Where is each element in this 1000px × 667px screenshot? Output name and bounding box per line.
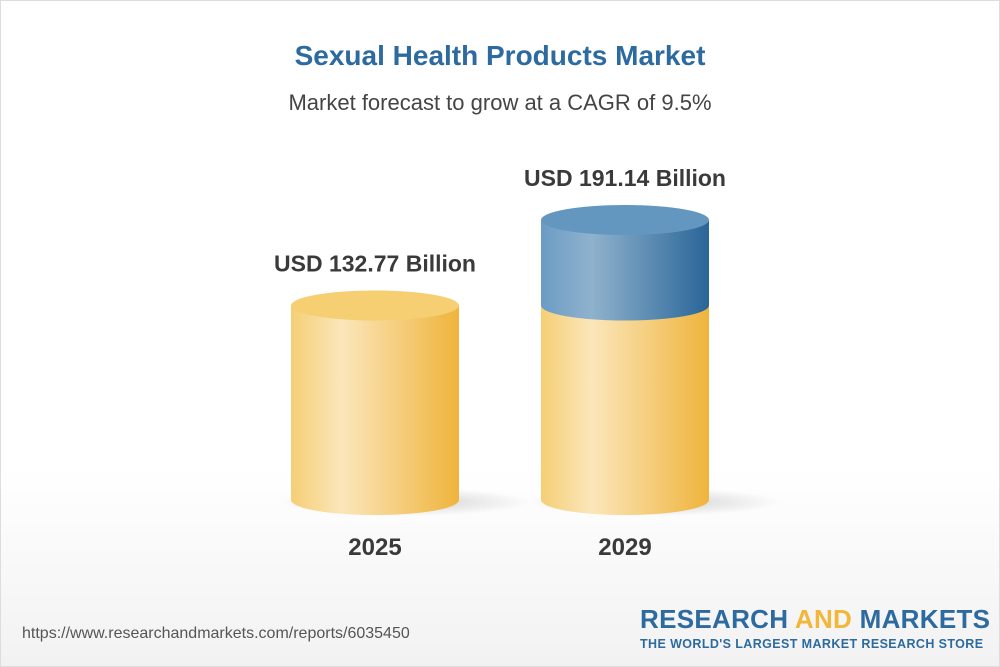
bar-growth-2029 [541, 219, 709, 321]
category-label: 2029 [598, 534, 651, 561]
bar-top-2029 [541, 204, 709, 235]
chart-subtitle: Market forecast to grow at a CAGR of 9.5… [288, 90, 712, 115]
research-and-markets-logo: RESEARCH AND MARKETS THE WORLD'S LARGEST… [640, 604, 991, 651]
data-label: USD 191.14 Billion [524, 165, 726, 191]
chart-title: Sexual Health Products Market [294, 40, 706, 71]
data-label: USD 132.77 Billion [274, 250, 476, 276]
category-label: 2025 [348, 534, 401, 561]
bar-base-2029 [541, 305, 709, 515]
bar-top-2025 [291, 290, 459, 321]
bar-base-2025 [291, 305, 459, 515]
source-url[interactable]: https://www.researchandmarkets.com/repor… [22, 625, 410, 642]
